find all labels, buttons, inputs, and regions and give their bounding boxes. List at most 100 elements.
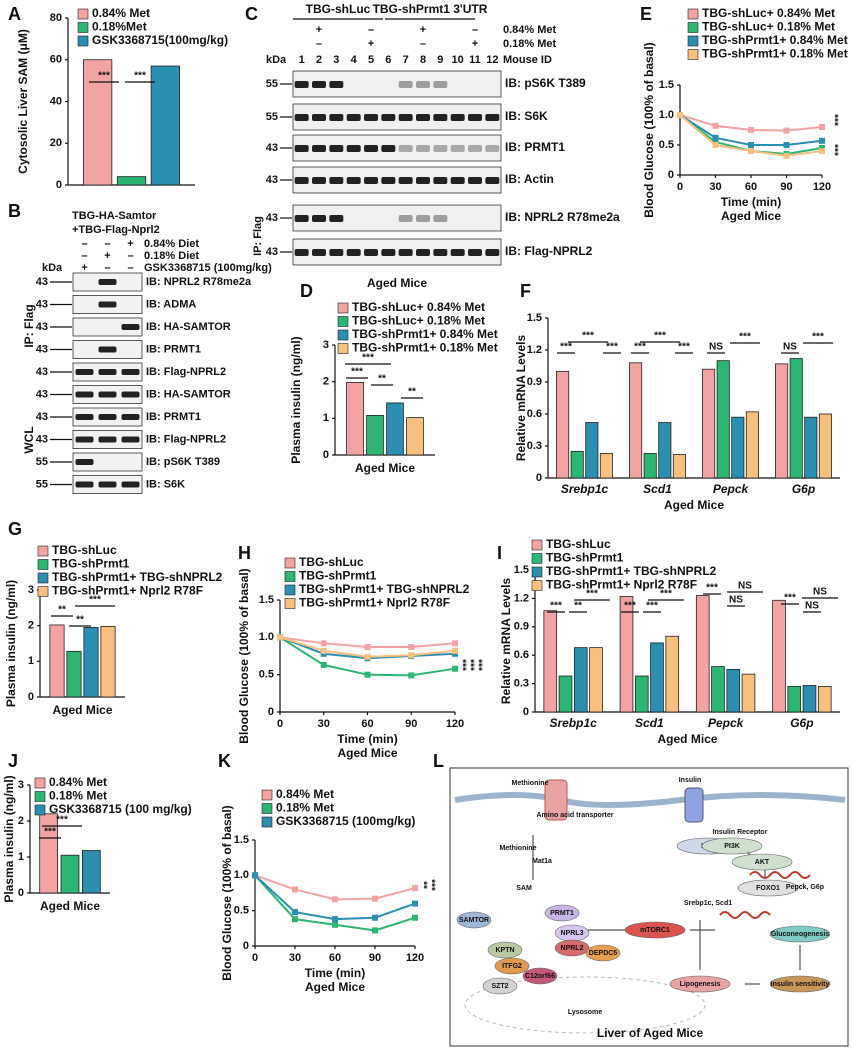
band: [75, 436, 94, 443]
legend-label: TBG-shPrmt1: [546, 551, 624, 565]
band: [98, 369, 117, 375]
band: [450, 145, 465, 152]
kda-label: 55: [266, 111, 278, 123]
condition-label: 0.18% Diet: [144, 250, 199, 262]
significance-label: ***: [56, 815, 68, 826]
legend-label: TBG-shPrmt1+ TBG-shNPRL2: [52, 570, 223, 584]
point: [819, 137, 825, 144]
x-axis-label: Aged Mice: [664, 498, 724, 512]
receptor-icon: [684, 787, 704, 823]
y-tick-label: 0: [323, 449, 329, 461]
bar: [741, 673, 756, 713]
band: [398, 177, 413, 184]
bar: [726, 669, 741, 713]
y-axis-label: Blood Glucose (100% of basal): [642, 42, 656, 217]
y-tick-label: 0.9: [514, 621, 529, 633]
lysosome-outline: [464, 976, 706, 1034]
kda-label: 43: [266, 142, 278, 154]
point: [372, 927, 378, 934]
node-label: PRMT1: [550, 910, 574, 917]
lane-label: 5: [368, 54, 374, 66]
node-label: PI3K: [724, 843, 740, 850]
x-tick-label: 0: [677, 181, 683, 193]
legend-label: 0.84% Met: [92, 6, 150, 20]
bar: [818, 413, 832, 479]
lane-title: Mouse ID: [503, 54, 552, 66]
band: [433, 249, 448, 256]
point: [320, 661, 327, 668]
band: [416, 215, 430, 222]
significance-label: **: [378, 374, 386, 385]
point: [408, 644, 415, 651]
significance-label: ***: [784, 593, 796, 604]
x-tick-label: 120: [406, 952, 424, 964]
kda-label: 55: [36, 478, 48, 490]
band: [398, 145, 413, 152]
legend-swatch: [37, 586, 49, 597]
blot-group-label: IP: Flag: [22, 304, 36, 347]
bar: [346, 381, 364, 456]
condition-sign: –: [472, 24, 478, 36]
blot-row-label: IB: HA-SAMTOR: [146, 388, 231, 400]
point: [783, 152, 790, 159]
bar: [658, 422, 672, 479]
kda-header: kDa: [266, 54, 287, 66]
kda-label: 43: [36, 388, 48, 400]
band: [294, 145, 309, 152]
significance-label: ***: [582, 331, 594, 342]
y-tick-label: 0: [523, 706, 529, 718]
blot-strip: [72, 317, 143, 337]
legend-label: TBG-shLuc+ 0.84% Met: [702, 6, 835, 20]
condition-label: GSK3368715 (100mg/kg): [144, 262, 272, 274]
y-tick-label: 0.3: [527, 440, 542, 452]
bar: [556, 370, 570, 479]
x-axis-note: Aged Mice: [305, 980, 365, 994]
blot-row-label: IB: S6K: [505, 109, 548, 123]
band: [485, 114, 500, 121]
band: [364, 114, 378, 121]
node-shape: [554, 939, 590, 957]
blot-strip: [292, 166, 502, 194]
x-tick-label: G6p: [790, 716, 813, 730]
condition-sign: +: [316, 24, 322, 36]
legend-swatch: [77, 35, 89, 47]
lane-label: 12: [486, 54, 498, 66]
node-label: SAM: [516, 885, 532, 892]
band: [294, 114, 309, 121]
band: [433, 145, 448, 152]
y-tick-label: 2: [18, 815, 24, 827]
x-tick-label: Pepck: [713, 482, 750, 496]
band: [485, 249, 500, 256]
x-axis-label: Aged Mice: [657, 732, 717, 746]
condition-sign: +: [104, 250, 110, 262]
band: [98, 391, 117, 398]
y-tick-label: 3: [18, 779, 24, 791]
y-axis-label: Plasma insulin (ng/ml): [289, 336, 303, 463]
blot-row-label: IB: PRMT1: [146, 411, 201, 423]
point: [332, 896, 338, 903]
y-tick-label: 3: [28, 584, 34, 596]
legend-swatch: [531, 566, 543, 578]
panel-label: I: [497, 543, 502, 563]
bar: [745, 411, 759, 479]
bar: [804, 416, 818, 479]
significance-label: ***: [624, 601, 636, 612]
bar: [802, 685, 817, 713]
panel-label: J: [8, 751, 18, 771]
band: [364, 145, 378, 152]
blot-strip: [292, 204, 502, 232]
node-label: Srebp1c, Scd1: [684, 900, 732, 907]
point: [364, 653, 371, 660]
transporter-icon: [544, 779, 568, 821]
node-label: DEPDC5: [589, 950, 618, 957]
kda-header: kDa: [42, 262, 63, 274]
point: [277, 634, 283, 641]
y-axis-label: Plasma insulin (ng/ml): [2, 775, 16, 902]
point: [372, 914, 378, 921]
node-shape: [482, 977, 518, 995]
significance-label: ***: [586, 589, 598, 600]
band: [75, 481, 94, 488]
membrane: [454, 792, 846, 808]
band: [98, 279, 117, 285]
y-tick-label: 0.9: [527, 376, 542, 388]
